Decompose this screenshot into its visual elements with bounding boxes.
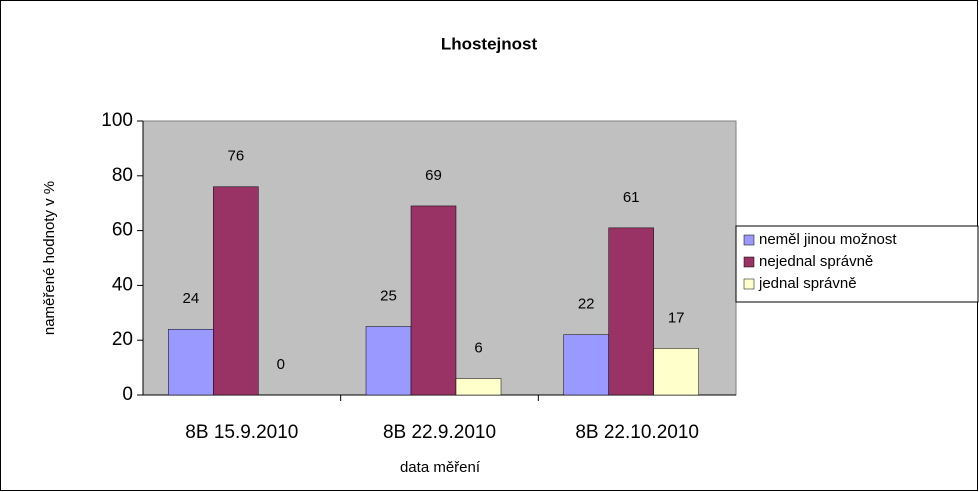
data-label: 0	[277, 356, 285, 373]
bar	[653, 348, 699, 396]
data-label: 61	[623, 189, 640, 206]
legend-box	[735, 225, 979, 303]
x-tick-label: 8B 22.10.2010	[575, 422, 699, 443]
x-axis-label: data měření	[400, 459, 481, 476]
y-tick-label: 60	[112, 220, 133, 241]
bar	[365, 326, 412, 396]
y-tick-label: 100	[101, 110, 133, 131]
data-label: 6	[474, 340, 482, 357]
y-tick-label: 20	[112, 329, 133, 350]
data-label: 69	[425, 167, 442, 184]
legend-swatch	[743, 256, 755, 268]
bar	[168, 328, 214, 396]
bar	[608, 227, 654, 396]
data-label: 25	[380, 287, 397, 304]
bar	[213, 186, 259, 396]
legend-label: nejednal správně	[759, 253, 873, 270]
data-label: 76	[227, 148, 244, 165]
legend-swatch	[743, 234, 755, 246]
legend-label: jednal správně	[758, 275, 857, 292]
y-tick-label: 40	[112, 274, 133, 295]
data-label: 22	[578, 296, 595, 313]
x-tick-label: 8B 22.9.2010	[383, 422, 496, 443]
data-label: 24	[182, 290, 199, 307]
y-tick-label: 0	[122, 384, 133, 405]
x-tick-label: 8B 15.9.2010	[185, 422, 298, 443]
bar	[563, 334, 609, 396]
legend-label: neměl jinou možnost	[759, 231, 897, 248]
chart-title: Lhostejnost	[441, 34, 538, 53]
legend-swatch	[743, 278, 755, 290]
y-axis-label: naměřené hodnoty v %	[41, 181, 58, 335]
data-label: 17	[668, 309, 685, 326]
bar	[410, 205, 457, 396]
y-tick-label: 80	[112, 165, 133, 186]
bar	[455, 378, 502, 396]
